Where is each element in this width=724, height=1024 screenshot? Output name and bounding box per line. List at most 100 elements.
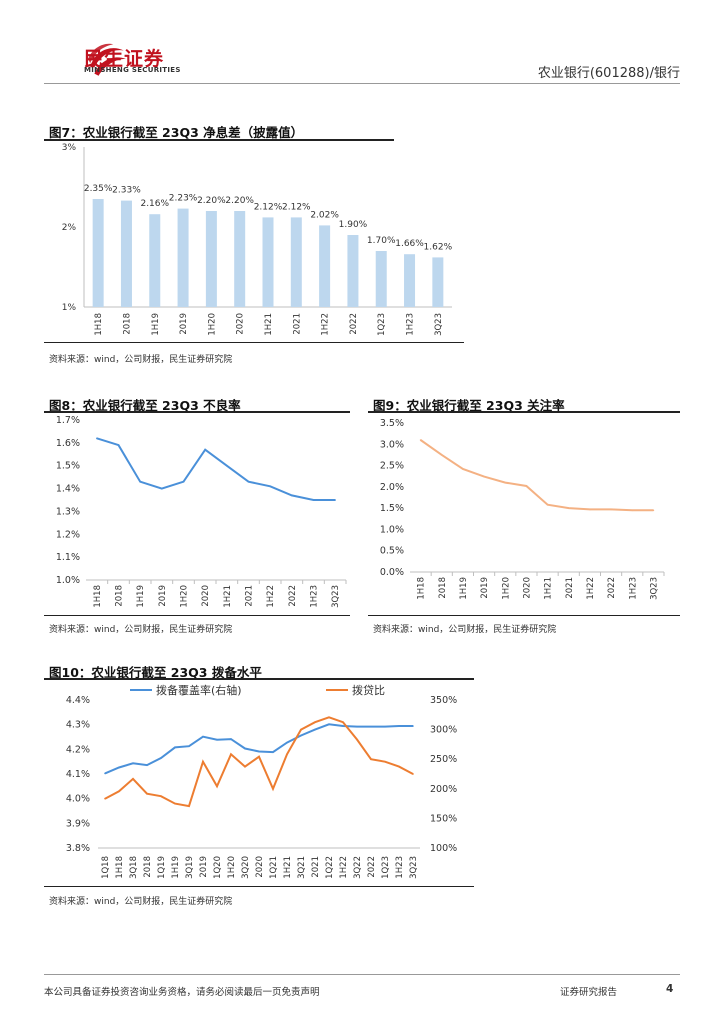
fig10-right-y-tick-label: 250% [430, 754, 457, 765]
fig8-point [182, 480, 185, 483]
fig7-y-tick-label: 2% [62, 223, 77, 233]
fig9-series-line [420, 439, 654, 512]
footer-disclaimer: 本公司具备证券投资咨询业务资格，请务必阅读最后一页免责声明 [44, 987, 320, 998]
fig8-y-tick-label: 1.5% [56, 461, 80, 472]
fig10-series-1-point [244, 747, 246, 750]
fig10-series-2-point [342, 721, 344, 723]
fig9-y-tick-label: 1.0% [380, 524, 404, 535]
fig10-x-tick-label: 3Q22 [353, 856, 363, 879]
fig7-data-label: 2.35% [84, 184, 113, 194]
fig9-source: 资料来源：wind，公司财报，民生证券研究院 [373, 625, 557, 635]
fig8-point [312, 499, 315, 501]
fig8-point [247, 480, 250, 483]
fig8-y-tick-label: 1.4% [56, 484, 80, 495]
fig10-left-y-tick-label: 4.4% [66, 695, 90, 706]
fig8-point [117, 444, 120, 446]
fig10-series-1-point [230, 738, 232, 740]
fig7-x-tick-label: 1H23 [406, 313, 416, 336]
fig10-series-2-point [272, 788, 274, 790]
fig7-source: 资料来源：wind，公司财报，民生证券研究院 [49, 355, 233, 365]
fig10-x-tick-label: 3Q21 [297, 856, 307, 879]
fig10-series-2-point [328, 716, 330, 719]
fig10-x-tick-label: 1H23 [395, 856, 405, 879]
fig10-legend-label-1: 拨备覆盖率(右轴) [156, 683, 242, 697]
fig9-title: 图9：农业银行截至 23Q3 关注率 [373, 398, 565, 413]
fig9-x-tick-label: 1H20 [501, 577, 511, 600]
fig7-data-label: 1.70% [367, 236, 396, 246]
fig10-series-2-point [118, 790, 120, 793]
fig8-x-tick-label: 1H18 [93, 585, 103, 608]
fig10-series-2-point [202, 760, 204, 763]
fig10-x-tick-label: 3Q18 [129, 856, 139, 879]
fig10-x-tick-label: 2021 [311, 856, 321, 878]
fig7-bar [432, 257, 444, 307]
fig10-series-1-point [132, 762, 134, 765]
fig10-left-y-tick-label: 3.9% [66, 818, 90, 829]
fig7-data-label: 2.20% [197, 196, 226, 206]
fig9-x-tick-label: 2018 [438, 577, 448, 599]
fig9-y-tick-label: 1.5% [380, 503, 404, 514]
fig10-right-y-tick-label: 100% [430, 843, 457, 854]
fig8-x-tick-label: 3Q23 [331, 585, 341, 608]
fig10-left-y-tick-label: 4.1% [66, 769, 90, 780]
fig10-x-tick-label: 1Q21 [269, 856, 279, 879]
fig10-series-1-point [300, 734, 302, 737]
fig10-series-2-point [370, 758, 372, 760]
fig10-series-2-point [244, 765, 246, 768]
fig10-right-y-tick-label: 350% [430, 695, 457, 706]
fig9-x-tick-label: 2022 [607, 577, 617, 599]
fig8-bottom-rule [44, 615, 350, 616]
fig7-x-tick-label: 1H18 [94, 313, 104, 336]
fig8-x-tick-label: 1H20 [180, 585, 190, 608]
fig8-y-tick-label: 1.7% [56, 415, 80, 426]
fig7-x-tick-label: 2019 [179, 313, 189, 335]
fig8-source: 资料来源：wind，公司财报，民生证券研究院 [49, 625, 233, 635]
fig9-point [504, 481, 507, 484]
fig10-left-y-tick-label: 4.2% [66, 744, 90, 755]
fig10-x-tick-label: 2022 [367, 856, 377, 878]
fig10-x-tick-label: 1Q19 [157, 856, 167, 879]
fig8-x-tick-label: 2022 [288, 585, 298, 607]
fig7-data-label: 2.12% [254, 202, 283, 212]
minsheng-logo-icon [88, 43, 126, 76]
fig10-right-y-tick-label: 300% [430, 725, 457, 736]
fig10-series-1-point [370, 725, 372, 728]
fig9-point [567, 507, 570, 509]
fig10-series-1-point [216, 738, 218, 741]
fig10-x-tick-label: 1Q22 [325, 856, 335, 879]
fig9-point [631, 509, 634, 512]
fig8-y-tick-label: 1.0% [56, 575, 80, 586]
fig7-x-tick-label: 1H22 [321, 313, 331, 336]
fig7-title-rule [44, 139, 394, 141]
fig7-data-label: 2.02% [310, 210, 339, 220]
fig10-series-2-point [146, 792, 148, 795]
fig10-left-y-tick-label: 4.0% [66, 794, 90, 805]
fig10-series-1-point [412, 725, 414, 727]
fig10-series-1-point [104, 772, 106, 775]
fig7-y-tick-label: 1% [62, 303, 77, 313]
fig9-y-tick-label: 0.5% [380, 546, 404, 557]
fig8-title-rule [44, 411, 350, 413]
fig7-x-tick-label: 3Q23 [434, 313, 444, 336]
fig10-series-1-point [188, 745, 190, 747]
fig10-x-tick-label: 1H19 [171, 856, 181, 879]
fig9-point [525, 485, 528, 487]
fig7-data-label: 2.33% [112, 186, 141, 196]
fig10-legend-label-2: 拨贷比 [352, 683, 385, 697]
fig7-bar [92, 199, 104, 307]
fig8-point [269, 485, 271, 488]
fig10-x-tick-label: 2020 [255, 856, 265, 878]
fig9-x-tick-label: 2020 [522, 577, 532, 599]
fig10-x-tick-label: 1H22 [339, 856, 349, 879]
fig7-data-label: 2.23% [169, 194, 198, 204]
fig8-x-tick-label: 2019 [158, 585, 168, 607]
fig7-x-tick-label: 1H20 [207, 313, 217, 336]
fig10-x-tick-label: 1Q23 [381, 856, 391, 879]
fig7-bottom-rule [44, 342, 464, 343]
fig10-series-2-point [300, 728, 302, 731]
fig8-y-tick-label: 1.1% [56, 552, 80, 563]
fig10-left-y-tick-label: 3.8% [66, 843, 90, 854]
fig7-bar [234, 211, 246, 307]
fig9-y-tick-label: 2.5% [380, 461, 404, 472]
